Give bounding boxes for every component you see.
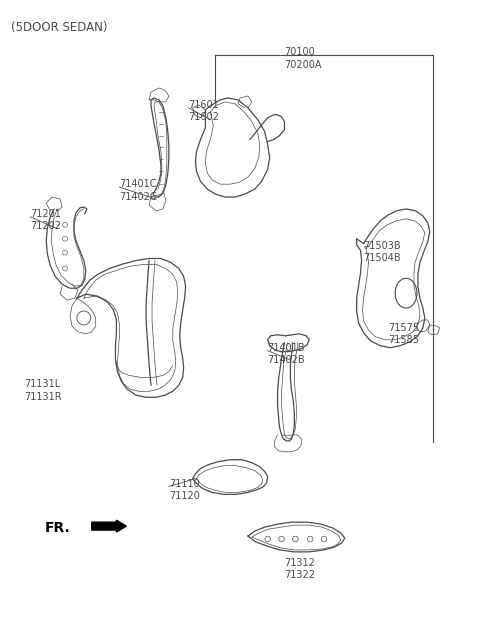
Text: (5DOOR SEDAN): (5DOOR SEDAN)	[11, 21, 107, 34]
Text: 71401B
71402B: 71401B 71402B	[268, 343, 305, 365]
Text: 71312
71322: 71312 71322	[284, 558, 315, 580]
Text: 71131L
71131R: 71131L 71131R	[24, 379, 62, 402]
FancyArrow shape	[92, 520, 126, 532]
Text: FR.: FR.	[44, 521, 70, 535]
Text: 71110
71120: 71110 71120	[169, 479, 200, 501]
Text: 70100
70200A: 70100 70200A	[285, 47, 322, 70]
Text: 71503B
71504B: 71503B 71504B	[363, 241, 401, 263]
Text: 71401C
71402C: 71401C 71402C	[120, 179, 157, 202]
Text: 71575
71585: 71575 71585	[388, 323, 420, 345]
Text: 71201
71202: 71201 71202	[30, 209, 61, 231]
Text: 71601
71602: 71601 71602	[189, 100, 219, 122]
